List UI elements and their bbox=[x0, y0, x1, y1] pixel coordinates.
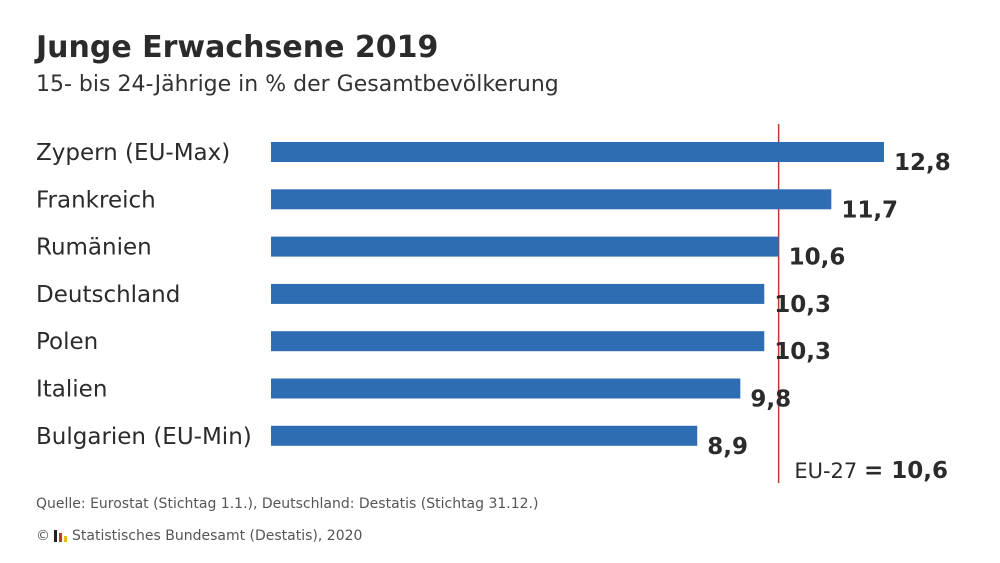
bar bbox=[271, 283, 765, 304]
reference-name: EU-27 bbox=[794, 459, 864, 483]
category-label: Frankreich bbox=[36, 187, 156, 213]
value-label: 11,7 bbox=[841, 197, 898, 223]
bar bbox=[271, 142, 884, 162]
bar bbox=[271, 236, 779, 257]
chart-subtitle: 15- bis 24-Jährige in % der Gesamtbevölk… bbox=[36, 72, 559, 97]
value-label: 12,8 bbox=[894, 150, 951, 176]
chart-title: Junge Erwachsene 2019 bbox=[36, 30, 439, 65]
value-label: 10,6 bbox=[789, 245, 846, 271]
category-label: Italien bbox=[36, 377, 107, 403]
bar bbox=[271, 331, 765, 352]
value-label: 10,3 bbox=[774, 292, 831, 318]
category-label: Zypern (EU-Max) bbox=[36, 140, 230, 166]
copyright-symbol: © bbox=[36, 528, 50, 544]
reference-label: EU-27 = 10,6 bbox=[794, 458, 948, 484]
category-label: Bulgarien (EU-Min) bbox=[36, 424, 252, 450]
bar bbox=[271, 378, 741, 399]
value-label: 10,3 bbox=[774, 339, 831, 365]
category-label: Deutschland bbox=[36, 282, 180, 308]
value-label: 9,8 bbox=[750, 387, 791, 413]
destatis-logo-icon bbox=[54, 530, 68, 542]
source-note: Quelle: Eurostat (Stichtag 1.1.), Deutsc… bbox=[36, 496, 539, 512]
value-label: 8,9 bbox=[707, 434, 748, 460]
category-label: Rumänien bbox=[36, 235, 152, 261]
reference-value: = 10,6 bbox=[864, 458, 948, 484]
copyright-line: © Statistisches Bundesamt (Destatis), 20… bbox=[36, 528, 362, 544]
copyright-text: Statistisches Bundesamt (Destatis), 2020 bbox=[72, 528, 363, 544]
category-label: Polen bbox=[36, 329, 98, 355]
bar bbox=[271, 189, 832, 210]
bar bbox=[271, 425, 698, 446]
